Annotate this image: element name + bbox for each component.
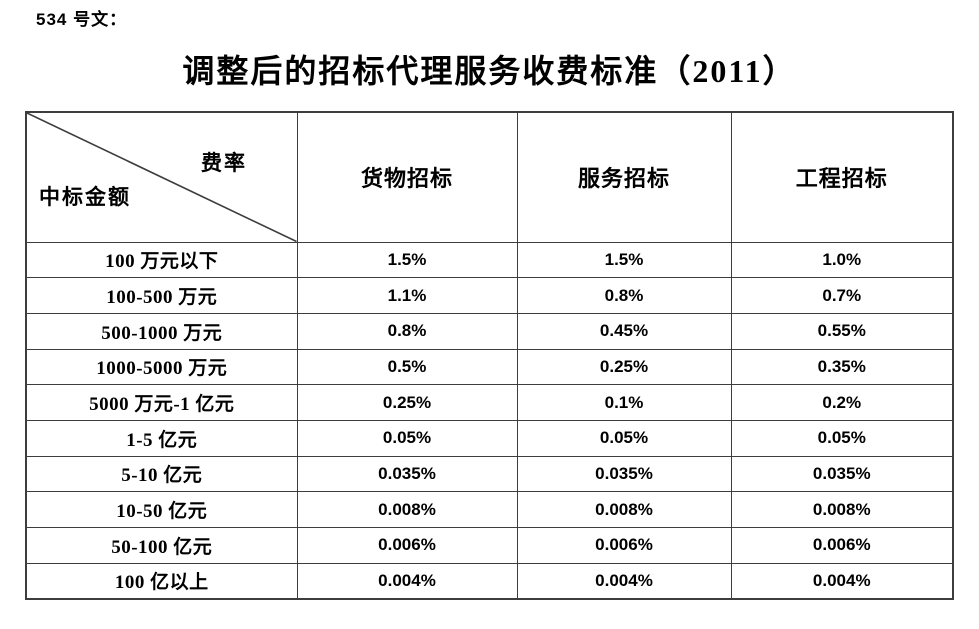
rate-cell: 0.006% xyxy=(730,527,954,564)
rate-cell: 0.008% xyxy=(296,491,518,528)
rate-cell: 0.004% xyxy=(296,562,518,600)
table-row: 100 万元以下 1.5% 1.5% 1.0% xyxy=(25,241,954,279)
column-header-service-bidding: 服务招标 xyxy=(516,111,732,243)
table-row: 5-10 亿元 0.035% 0.035% 0.035% xyxy=(25,455,954,493)
table-row: 50-100 亿元 0.006% 0.006% 0.006% xyxy=(25,527,954,564)
rate-cell: 1.0% xyxy=(730,241,954,279)
rate-cell: 0.004% xyxy=(516,562,732,600)
table-row: 1000-5000 万元 0.5% 0.25% 0.35% xyxy=(25,348,954,386)
corner-header-cell: 费率 中标金额 xyxy=(25,111,298,243)
rate-cell: 0.05% xyxy=(516,419,732,457)
corner-label-rate: 费率 xyxy=(201,151,247,175)
rate-cell: 0.05% xyxy=(296,419,518,457)
rate-cell: 0.45% xyxy=(516,312,732,350)
row-label-cell: 100 万元以下 xyxy=(25,241,298,279)
rate-cell: 0.008% xyxy=(730,491,954,528)
rate-cell: 0.006% xyxy=(296,527,518,564)
rate-cell: 0.8% xyxy=(516,277,732,314)
table-row: 5000 万元-1 亿元 0.25% 0.1% 0.2% xyxy=(25,384,954,421)
row-label-cell: 500-1000 万元 xyxy=(25,312,298,350)
row-label-cell: 100 亿以上 xyxy=(25,562,298,600)
rate-cell: 0.2% xyxy=(730,384,954,421)
table-header-row: 费率 中标金额 货物招标 服务招标 工程招标 xyxy=(25,111,954,243)
rate-cell: 0.035% xyxy=(296,455,518,493)
rate-cell: 0.5% xyxy=(296,348,518,386)
rate-cell: 1.1% xyxy=(296,277,518,314)
table-row: 100-500 万元 1.1% 0.8% 0.7% xyxy=(25,277,954,314)
column-header-goods-bidding: 货物招标 xyxy=(296,111,518,243)
row-label-cell: 5-10 亿元 xyxy=(25,455,298,493)
rate-cell: 0.035% xyxy=(516,455,732,493)
table-row: 100 亿以上 0.004% 0.004% 0.004% xyxy=(25,562,954,600)
rate-cell: 0.05% xyxy=(730,419,954,457)
rate-cell: 0.8% xyxy=(296,312,518,350)
rate-cell: 0.1% xyxy=(516,384,732,421)
table-row: 10-50 亿元 0.008% 0.008% 0.008% xyxy=(25,491,954,528)
rate-cell: 0.55% xyxy=(730,312,954,350)
rate-cell: 1.5% xyxy=(516,241,732,279)
column-header-engineering-bidding: 工程招标 xyxy=(730,111,954,243)
rate-cell: 0.25% xyxy=(296,384,518,421)
table-row: 500-1000 万元 0.8% 0.45% 0.55% xyxy=(25,312,954,350)
rate-cell: 0.7% xyxy=(730,277,954,314)
row-label-cell: 1000-5000 万元 xyxy=(25,348,298,386)
table-row: 1-5 亿元 0.05% 0.05% 0.05% xyxy=(25,419,954,457)
corner-label-bid-amount: 中标金额 xyxy=(39,185,131,209)
rate-cell: 0.25% xyxy=(516,348,732,386)
rate-cell: 0.035% xyxy=(730,455,954,493)
doc-number-label: 534 号文： xyxy=(36,10,128,29)
row-label-cell: 100-500 万元 xyxy=(25,277,298,314)
fee-table-body: 100 万元以下 1.5% 1.5% 1.0% 100-500 万元 1.1% … xyxy=(25,241,954,600)
rate-cell: 0.006% xyxy=(516,527,732,564)
rate-cell: 0.35% xyxy=(730,348,954,386)
row-label-cell: 5000 万元-1 亿元 xyxy=(25,384,298,421)
row-label-cell: 50-100 亿元 xyxy=(25,527,298,564)
rate-cell: 0.008% xyxy=(516,491,732,528)
row-label-cell: 10-50 亿元 xyxy=(25,491,298,528)
row-label-cell: 1-5 亿元 xyxy=(25,419,298,457)
diagonal-divider-line xyxy=(27,113,297,242)
rate-cell: 1.5% xyxy=(296,241,518,279)
fee-table: 费率 中标金额 货物招标 服务招标 工程招标 100 万元以下 1.5% 1.5… xyxy=(25,111,954,600)
rate-cell: 0.004% xyxy=(730,562,954,600)
page-title: 调整后的招标代理服务收费标准（2011） xyxy=(182,53,797,89)
